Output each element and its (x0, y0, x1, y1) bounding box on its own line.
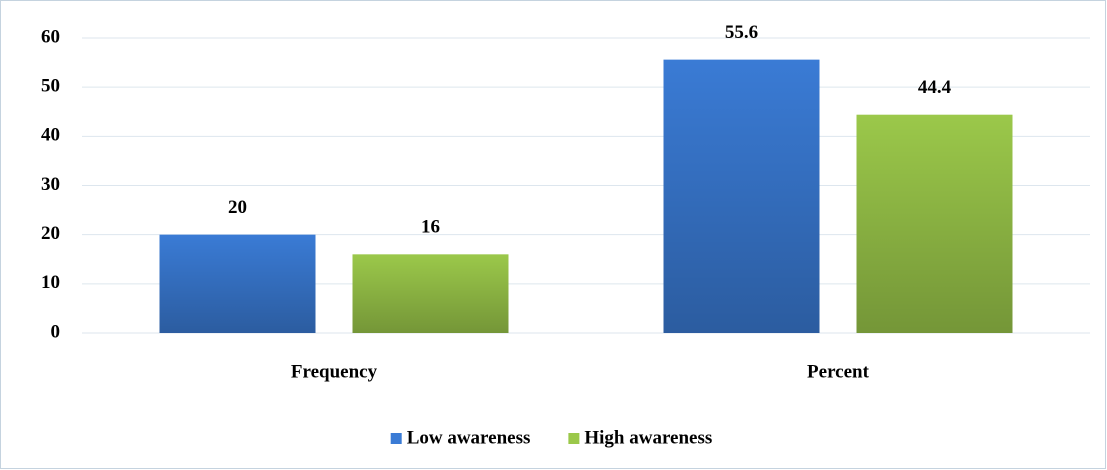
legend-swatch (390, 433, 402, 444)
x-tick-label: Percent (807, 361, 870, 382)
y-tick-label: 30 (41, 174, 60, 195)
y-tick-label: 10 (41, 272, 60, 293)
bar (663, 59, 820, 334)
y-tick-label: 40 (41, 125, 60, 146)
bar (352, 254, 509, 333)
bar (159, 234, 316, 333)
data-label: 44.4 (918, 77, 952, 98)
legend-label: High awareness (584, 427, 712, 448)
legend-swatch (568, 433, 580, 444)
y-tick-label: 50 (41, 76, 60, 97)
y-tick-label: 60 (41, 26, 60, 47)
y-tick-label: 20 (41, 223, 60, 244)
data-label: 55.6 (725, 22, 758, 43)
legend-label: Low awareness (407, 427, 531, 448)
data-label: 20 (228, 197, 247, 218)
x-tick-label: Frequency (291, 361, 378, 382)
y-tick-label: 0 (51, 321, 61, 342)
bar (856, 114, 1013, 333)
data-label: 16 (421, 217, 440, 238)
